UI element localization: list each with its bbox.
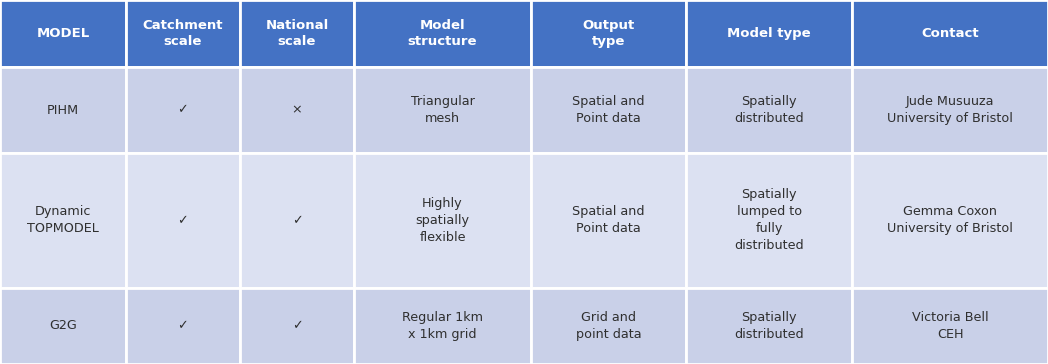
Text: Gemma Coxon
University of Bristol: Gemma Coxon University of Bristol: [888, 205, 1013, 235]
Text: ✓: ✓: [177, 214, 189, 227]
Text: ×: ×: [291, 104, 302, 116]
Text: Model
structure: Model structure: [408, 19, 477, 48]
Bar: [240, 67, 354, 153]
Bar: [240, 0, 354, 67]
Text: Regular 1km
x 1km grid: Regular 1km x 1km grid: [402, 311, 483, 341]
Text: Triangular
mesh: Triangular mesh: [411, 95, 475, 125]
Bar: [685, 67, 852, 153]
Text: Spatially
distributed: Spatially distributed: [735, 95, 804, 125]
Bar: [126, 288, 240, 364]
Bar: [852, 67, 1048, 153]
Text: ✓: ✓: [177, 319, 189, 332]
Text: Spatial and
Point data: Spatial and Point data: [572, 95, 645, 125]
Bar: [240, 153, 354, 288]
Text: Contact: Contact: [921, 27, 979, 40]
Bar: [531, 288, 685, 364]
Text: Output
type: Output type: [583, 19, 634, 48]
Text: Model type: Model type: [727, 27, 811, 40]
Bar: [531, 67, 685, 153]
Bar: [354, 67, 531, 153]
Bar: [531, 0, 685, 67]
Bar: [354, 0, 531, 67]
Bar: [126, 153, 240, 288]
Bar: [240, 288, 354, 364]
Bar: [354, 288, 531, 364]
Text: ✓: ✓: [291, 214, 302, 227]
Bar: [354, 153, 531, 288]
Text: ✓: ✓: [177, 104, 189, 116]
Text: Spatially
distributed: Spatially distributed: [735, 311, 804, 341]
Bar: [685, 0, 852, 67]
Text: Grid and
point data: Grid and point data: [575, 311, 641, 341]
Bar: [0, 67, 126, 153]
Text: ✓: ✓: [291, 319, 302, 332]
Text: Catchment
scale: Catchment scale: [143, 19, 223, 48]
Bar: [126, 67, 240, 153]
Text: Highly
spatially
flexible: Highly spatially flexible: [415, 197, 470, 244]
Text: PIHM: PIHM: [47, 104, 79, 116]
Text: National
scale: National scale: [265, 19, 329, 48]
Bar: [852, 0, 1048, 67]
Bar: [531, 153, 685, 288]
Bar: [852, 153, 1048, 288]
Text: Jude Musuuza
University of Bristol: Jude Musuuza University of Bristol: [888, 95, 1013, 125]
Text: Spatial and
Point data: Spatial and Point data: [572, 205, 645, 235]
Bar: [685, 153, 852, 288]
Bar: [685, 288, 852, 364]
Bar: [0, 288, 126, 364]
Bar: [126, 0, 240, 67]
Text: G2G: G2G: [49, 319, 77, 332]
Text: Dynamic
TOPMODEL: Dynamic TOPMODEL: [27, 205, 99, 235]
Text: Spatially
lumped to
fully
distributed: Spatially lumped to fully distributed: [735, 188, 804, 252]
Bar: [0, 153, 126, 288]
Bar: [852, 288, 1048, 364]
Text: MODEL: MODEL: [37, 27, 89, 40]
Text: Victoria Bell
CEH: Victoria Bell CEH: [912, 311, 988, 341]
Bar: [0, 0, 126, 67]
